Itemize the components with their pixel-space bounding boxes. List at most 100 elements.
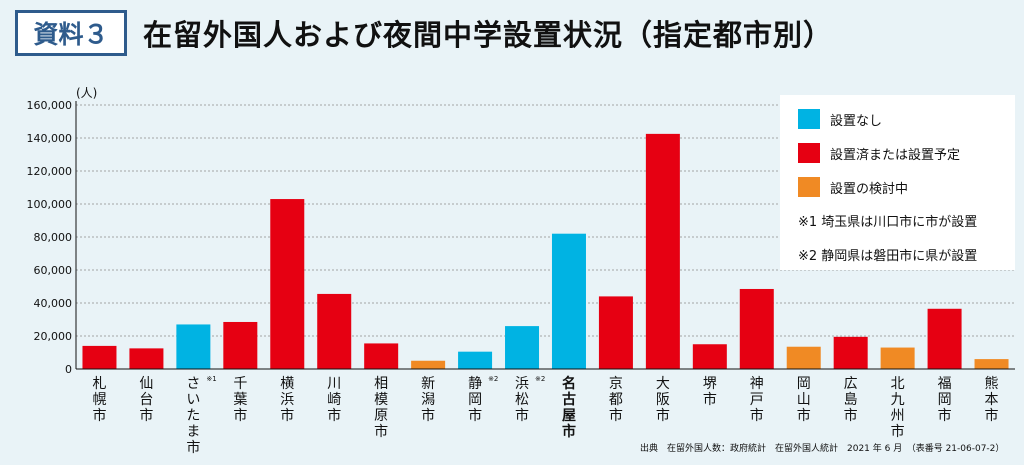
x-tick-label: 九 <box>891 392 905 408</box>
bar <box>505 326 540 369</box>
x-tick-label: 市 <box>797 407 811 424</box>
x-tick-label: 浜 <box>280 392 294 408</box>
x-tick-label: 市 <box>327 407 341 424</box>
bar <box>645 133 680 369</box>
x-tick-label: 台 <box>139 392 153 408</box>
x-tick-label: 市 <box>938 407 952 424</box>
x-tick-label: 広 <box>844 376 858 392</box>
bars <box>82 133 1009 369</box>
legend-swatch <box>798 143 820 163</box>
x-tick-label: 熊 <box>985 376 999 392</box>
x-tick-label: 幌 <box>92 392 106 408</box>
x-tick-label: 福 <box>938 376 952 392</box>
legend-swatch <box>798 177 820 197</box>
x-tick-label: 市 <box>186 439 200 456</box>
y-tick-label: 160,000 <box>27 99 73 112</box>
y-tick-label: 80,000 <box>34 231 73 244</box>
y-tick-label: 40,000 <box>34 297 73 310</box>
x-tick-label: 横 <box>280 376 294 392</box>
x-tick-label: 屋 <box>562 408 576 424</box>
x-tick-label: 市 <box>515 407 529 424</box>
x-tick-note: ※2 <box>488 375 498 383</box>
x-tick-label: 市 <box>985 407 999 424</box>
bar <box>411 360 446 369</box>
bar <box>551 233 586 369</box>
x-tick-label: 札 <box>92 376 106 392</box>
x-tick-label: い <box>186 392 200 408</box>
bar <box>82 345 117 369</box>
x-tick-note: ※1 <box>206 375 216 383</box>
x-tick-label: ま <box>186 424 200 440</box>
x-tick-label: 市 <box>703 391 717 408</box>
x-tick-label: 古 <box>562 391 576 408</box>
x-tick-label: 市 <box>891 423 905 440</box>
legend-label: 設置済または設置予定 <box>830 147 961 163</box>
x-tick-label: 葉 <box>233 392 247 408</box>
legend-item-considering: 設置の検討中 <box>798 175 908 199</box>
bar <box>317 293 352 369</box>
x-tick-label: 原 <box>374 408 388 424</box>
x-tick-label: 川 <box>327 376 341 392</box>
x-tick-label: 市 <box>562 423 576 440</box>
x-tick-label: 千 <box>233 376 247 392</box>
x-tick-label: た <box>186 408 200 424</box>
x-tick-label: 北 <box>891 376 905 392</box>
x-tick-label: 潟 <box>421 392 435 408</box>
x-tick-label: 戸 <box>750 392 764 408</box>
y-tick-label: 140,000 <box>27 132 73 145</box>
bar <box>974 359 1009 369</box>
x-tick-label: 岡 <box>797 376 811 392</box>
bar <box>833 336 868 369</box>
bar <box>364 343 399 369</box>
x-tick-label: 市 <box>609 407 623 424</box>
bar <box>176 324 211 369</box>
x-tick-note: ※2 <box>535 375 545 383</box>
x-tick-label: 松 <box>515 392 529 408</box>
x-tick-label: 市 <box>844 407 858 424</box>
y-tick-label: 120,000 <box>27 165 73 178</box>
grid-lines <box>76 104 1015 337</box>
bar <box>786 346 821 369</box>
x-tick-label: 神 <box>750 376 764 392</box>
bar <box>927 308 962 369</box>
legend-label: 設置の検討中 <box>830 181 909 197</box>
source-citation: 出典 在留外国人数：政府統計 在留外国人統計 2021 年 6 月 （表番号 2… <box>640 444 1005 454</box>
document-tag-label: 資料３ <box>33 20 109 49</box>
x-tick-label: 崎 <box>327 392 341 408</box>
bar <box>458 351 493 369</box>
bar <box>880 347 915 369</box>
x-tick-label: 岡 <box>938 392 952 408</box>
x-tick-label: 市 <box>421 407 435 424</box>
x-tick-label: 仙 <box>139 376 153 392</box>
x-tick-label: 堺 <box>703 376 717 392</box>
x-tick-label: 市 <box>233 407 247 424</box>
x-tick-label: 市 <box>280 407 294 424</box>
y-tick-label: 20,000 <box>34 330 73 343</box>
bar <box>739 288 774 369</box>
y-tick-label: 0 <box>65 363 72 376</box>
x-tick-label: さ <box>186 376 200 392</box>
legend-note-1: ※1 埼玉県は川口市に市が設置 <box>798 215 978 230</box>
x-tick-label: 静 <box>468 376 482 392</box>
legend-label: 設置なし <box>830 113 883 129</box>
legend-swatch <box>798 109 820 129</box>
x-tick-label: 市 <box>92 407 106 424</box>
x-tick-label: 大 <box>656 376 670 392</box>
y-tick-label: 100,000 <box>27 198 73 211</box>
bar <box>223 321 258 369</box>
y-unit-label: (人) <box>76 86 97 100</box>
x-tick-label: 都 <box>609 392 623 408</box>
x-tick-label: 山 <box>797 392 811 408</box>
x-tick-label: 市 <box>139 407 153 424</box>
page-title: 在留外国人および夜間中学設置状況（指定都市別） <box>143 18 834 52</box>
legend-note-2: ※2 静岡県は磐田市に県が設置 <box>798 249 978 264</box>
x-tick-label: 名 <box>562 375 576 392</box>
x-tick-label: 相 <box>374 376 388 392</box>
legend-item-none: 設置なし <box>798 107 882 131</box>
x-tick-label: 市 <box>656 407 670 424</box>
x-tick-label: 新 <box>421 376 435 392</box>
bar <box>129 348 164 369</box>
x-tick-label: 浜 <box>515 376 529 392</box>
x-tick-label: 本 <box>985 392 999 408</box>
